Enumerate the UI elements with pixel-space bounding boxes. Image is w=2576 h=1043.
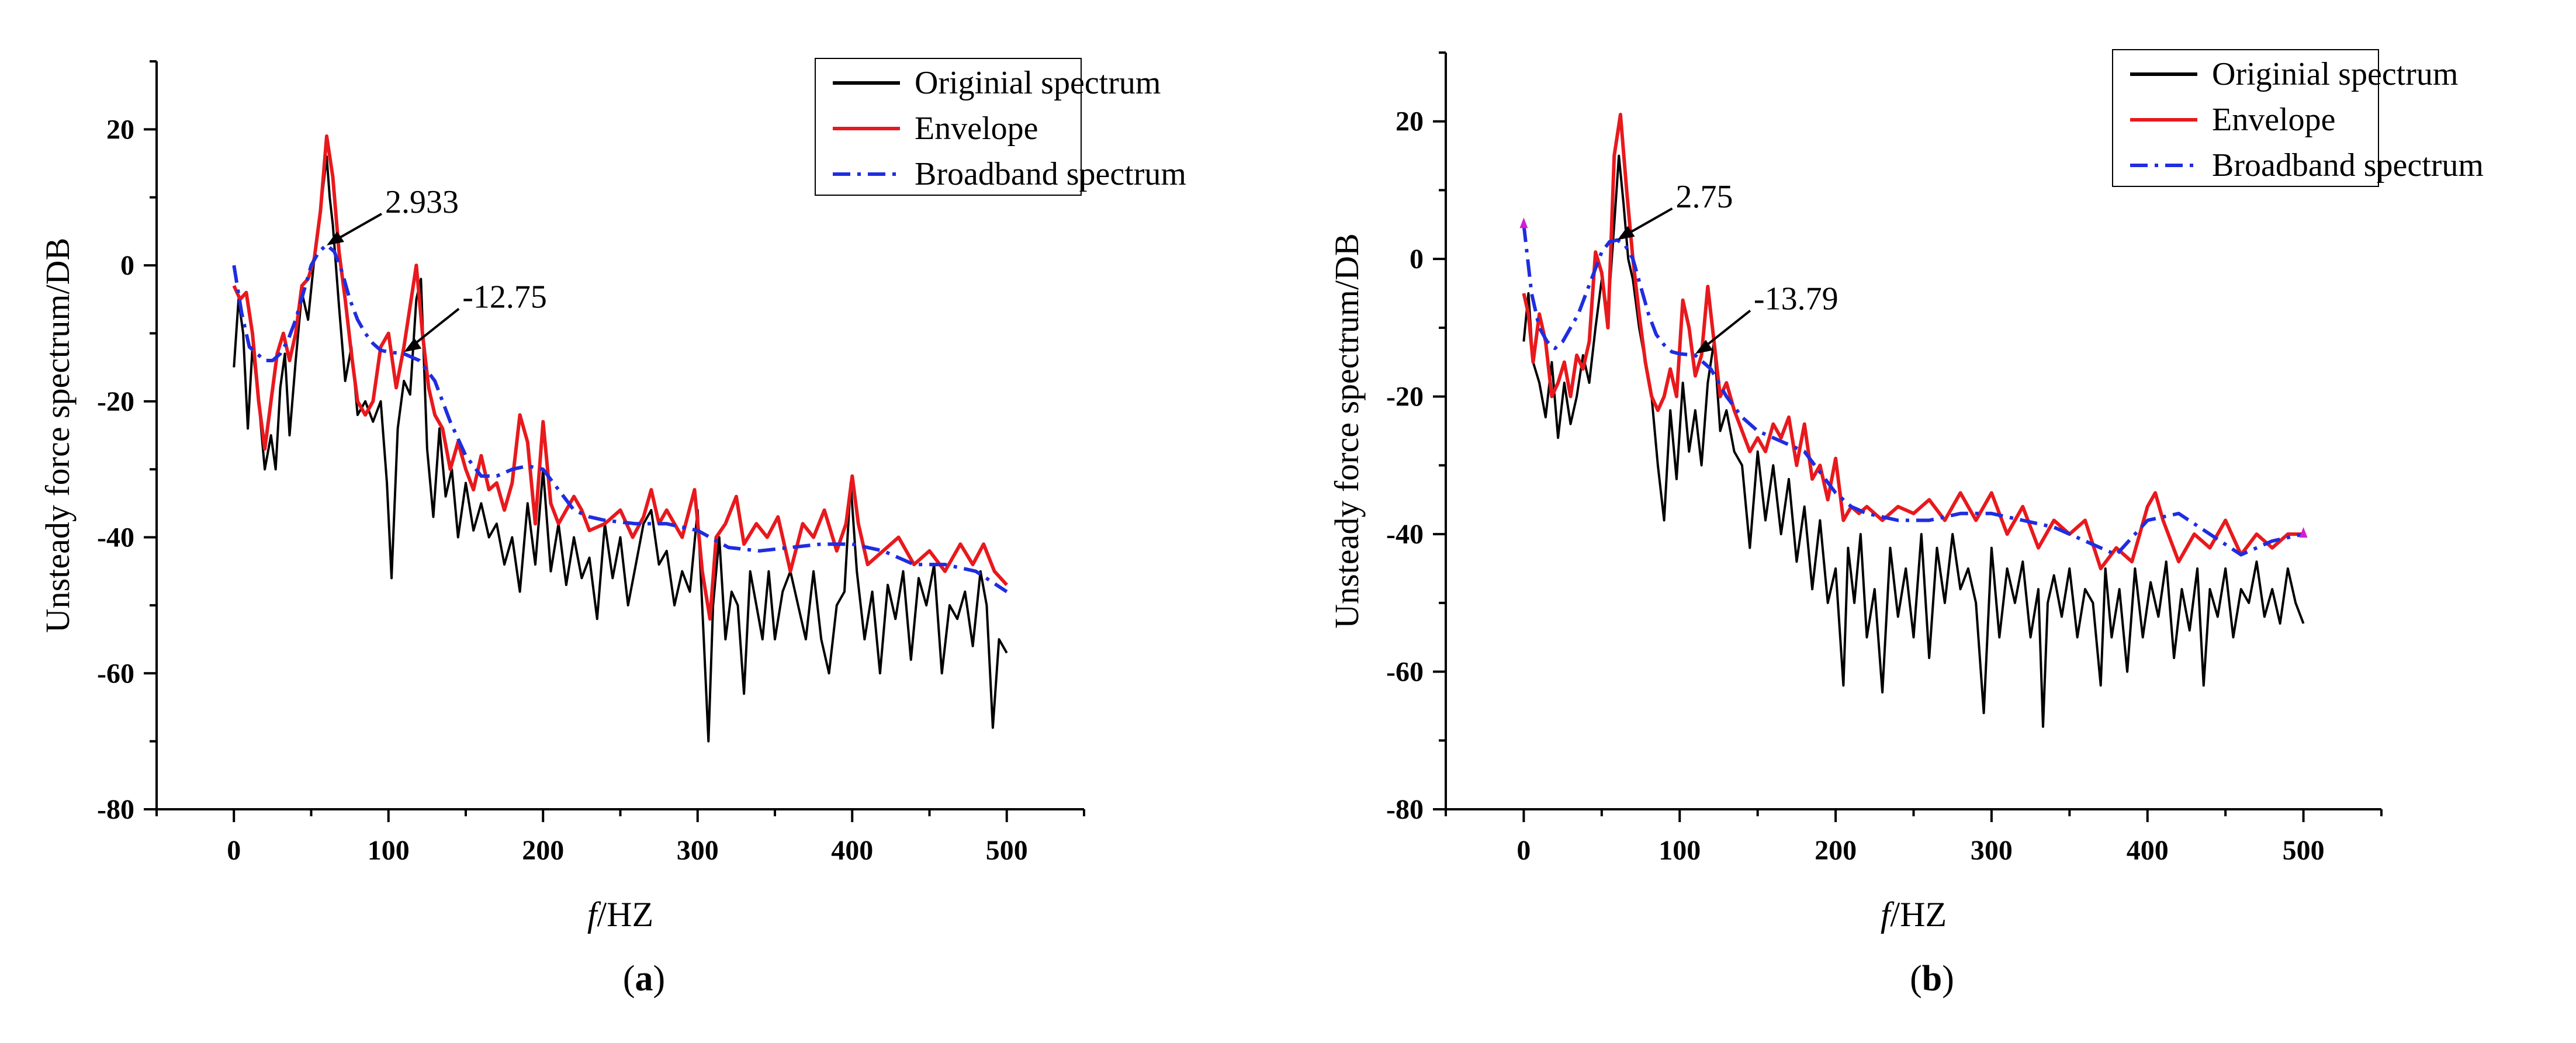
y-tick-label: -40 — [97, 522, 134, 553]
x-axis-label-unit: /HZ — [1891, 895, 1947, 934]
legend-label: Originial spectrum — [2212, 56, 2458, 92]
y-tick-label: -20 — [97, 386, 134, 417]
endpoint-marker — [1519, 217, 1528, 228]
x-tick-label: 400 — [2127, 835, 2169, 866]
chart-a: 0 100 200 300 400 500 -80 -60 -40 -20 0 20 f/HZ Unste… — [39, 58, 1186, 934]
legend-label: Originial spectrum — [915, 65, 1161, 101]
y-tick-label: -60 — [1386, 657, 1424, 688]
x-tick-label: 200 — [522, 835, 564, 866]
legend: Originial spectrum Envelope Broadband spec… — [815, 58, 1186, 196]
plot-a: 0 100 200 300 400 500 -80 -60 -40 -20 0 20 f/HZ Unste… — [39, 58, 1186, 934]
x-tick-label: 500 — [2283, 835, 2325, 866]
annotation-arrow-head — [1617, 226, 1635, 240]
endpoint-marker — [2299, 527, 2308, 538]
caption-a: (a) — [556, 958, 732, 1000]
x-tick-label: 0 — [227, 835, 241, 866]
y-tick-label: -20 — [1386, 382, 1424, 413]
x-axis-label: f/HZ — [587, 895, 653, 934]
legend-label: Envelope — [915, 110, 1038, 147]
y-tick-label: -60 — [97, 658, 134, 689]
legend-label: Broadband spectrum — [915, 156, 1186, 192]
legend-label: Envelope — [2212, 102, 2335, 138]
series-line-broadband — [232, 243, 1008, 594]
y-tick-label: -40 — [1386, 519, 1424, 550]
caption-a-letter: a — [635, 959, 653, 999]
caption-b-open: ( — [1910, 959, 1922, 999]
y-axis-label: Unsteady force spectrum/DB — [39, 238, 77, 633]
annotation-label: -13.79 — [1754, 281, 1838, 317]
series-line-envelope — [232, 134, 1009, 621]
x-tick-label: 0 — [1516, 835, 1531, 866]
caption-a-close: ) — [653, 959, 666, 999]
x-tick-label: 300 — [1971, 835, 2013, 866]
chart-b: 0 100 200 300 400 500 -80 -60 -40 -20 0 20 f/HZ Unste… — [1328, 49, 2484, 934]
y-tick-label: 0 — [120, 250, 134, 281]
legend-label: Broadband spectrum — [2212, 147, 2484, 183]
x-axis-label-unit: /HZ — [597, 895, 654, 934]
panel-b: 0 100 200 300 400 500 -80 -60 -40 -20 0 20 f/HZ Unste… — [1288, 0, 2576, 1043]
panel-a: 0 100 200 300 400 500 -80 -60 -40 -20 0 20 f/HZ Unste… — [39, 58, 1186, 1000]
x-tick-label: 100 — [1659, 835, 1701, 866]
x-tick-label: 300 — [677, 835, 719, 866]
y-tick-label: 0 — [1410, 244, 1424, 275]
x-axis-label: f/HZ — [1881, 895, 1947, 934]
y-tick-label: -80 — [97, 794, 134, 825]
series-line-original — [1522, 154, 2305, 728]
annotation-arrow-head — [1695, 339, 1713, 354]
legend: Originial spectrum Envelope Broadband spec… — [2112, 49, 2484, 187]
caption-b-close: ) — [1942, 959, 1954, 999]
annotation-label: 2.75 — [1676, 179, 1733, 215]
caption-b: (b) — [1844, 958, 2020, 1000]
y-tick-label: 20 — [106, 114, 134, 145]
series-line-original — [233, 155, 1008, 743]
plot-b: 0 100 200 300 400 500 -80 -60 -40 -20 0 20 f/HZ Unste… — [1328, 49, 2484, 934]
x-tick-label: 200 — [1815, 835, 1857, 866]
y-axis-label: Unsteady force spectrum/DB — [1328, 233, 1366, 628]
y-tick-label: 20 — [1396, 106, 1424, 137]
series-line-broadband — [1522, 224, 2304, 557]
caption-a-open: ( — [622, 959, 635, 999]
x-tick-label: 500 — [986, 835, 1028, 866]
annotation-arrow-head — [404, 338, 422, 352]
caption-b-letter: b — [1921, 959, 1943, 999]
annotation-label: 2.933 — [385, 184, 459, 220]
annotation-arrow-head — [326, 231, 344, 245]
x-tick-label: 400 — [831, 835, 873, 866]
annotation-label: -12.75 — [462, 279, 547, 315]
y-tick-label: -80 — [1386, 794, 1424, 825]
x-tick-label: 100 — [368, 835, 410, 866]
series-line-envelope — [1522, 113, 2304, 570]
